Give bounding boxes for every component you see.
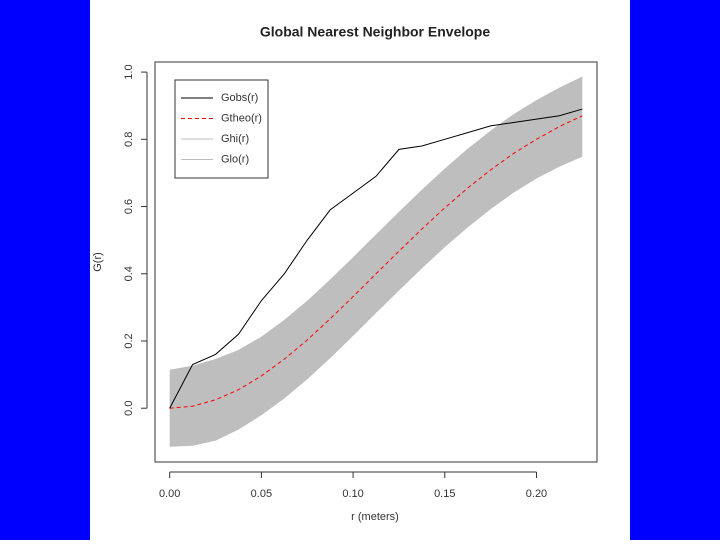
x-tick-label: 0.05 — [251, 488, 272, 500]
y-tick-label: 0.6 — [123, 199, 135, 214]
side-bar — [0, 0, 90, 540]
x-tick-label: 0.00 — [159, 488, 180, 500]
legend-label: Glo(r) — [221, 153, 249, 165]
y-tick-label: 0.8 — [123, 132, 135, 147]
legend-box — [174, 79, 269, 179]
series-line — [169, 76, 583, 371]
legend-label: Gtheo(r) — [221, 112, 262, 124]
y-tick-label: 0.2 — [123, 333, 135, 348]
y-axis-label: G(r) — [92, 252, 104, 272]
series-line — [169, 108, 583, 409]
plot-frame — [154, 61, 598, 463]
chart-title: Global Nearest Neighbor Envelope — [260, 24, 490, 40]
series-line — [169, 115, 583, 409]
x-tick-label: 0.20 — [526, 488, 547, 500]
x-tick-label: 0.15 — [434, 488, 455, 500]
side-bar — [630, 0, 720, 540]
legend-label: Ghi(r) — [221, 133, 249, 145]
plot-layer: 0.0 0.2 0.4 0.6 0.8 1.0 0.00 0.05 0.10 0.15 0.20 Go… — [123, 61, 598, 500]
y-tick-label: 0.4 — [123, 266, 135, 281]
series-line — [169, 155, 583, 447]
y-tick-label: 0.0 — [123, 401, 135, 416]
legend-label: Gobs(r) — [221, 92, 258, 104]
envelope — [169, 77, 583, 447]
y-tick-label: 1.0 — [123, 64, 135, 79]
x-tick-label: 0.10 — [342, 488, 363, 500]
x-axis-label: r (meters) — [351, 511, 399, 523]
